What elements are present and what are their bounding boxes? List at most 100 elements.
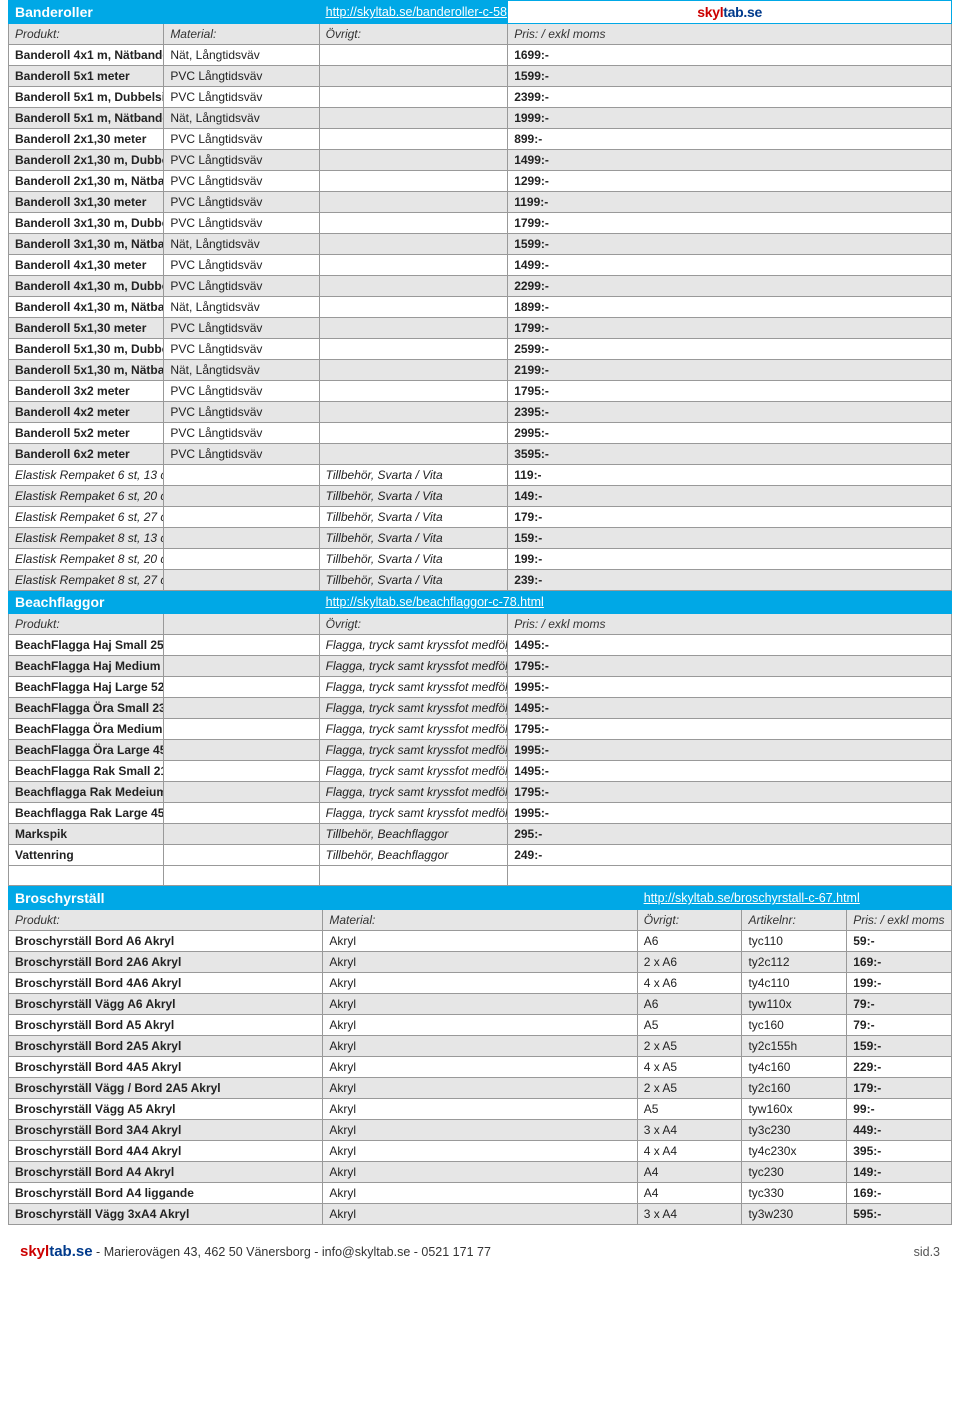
ovrigt-cell: A4	[637, 1183, 742, 1204]
product-cell: Broschyrställ Vägg A6 Akryl	[9, 994, 323, 1015]
product-cell: Broschyrställ Bord 4A4 Akryl	[9, 1141, 323, 1162]
artikelnr-cell: tyw160x	[742, 1099, 847, 1120]
product-cell: Banderoll 4x1,30 m, Nätbanderoll	[9, 297, 164, 318]
material-cell: PVC Långtidsväv	[164, 171, 319, 192]
product-cell: Banderoll 2x1,30 m, Nätbanderoll	[9, 171, 164, 192]
ovrigt-cell: 2 x A5	[637, 1036, 742, 1057]
artikelnr-cell: ty3c230	[742, 1120, 847, 1141]
section-url-broschyr[interactable]: http://skyltab.se/broschyrstall-c-67.htm…	[637, 887, 951, 910]
price-cell: 159:-	[508, 528, 952, 549]
material-cell: Nät, Långtidsväv	[164, 45, 319, 66]
price-cell: 2199:-	[508, 360, 952, 381]
ovrigt-cell: 3 x A4	[637, 1204, 742, 1225]
price-cell: 3595:-	[508, 444, 952, 465]
material-cell: Nät, Långtidsväv	[164, 297, 319, 318]
material-cell: PVC Långtidsväv	[164, 66, 319, 87]
ovrigt-cell: Tillbehör, Svarta / Vita	[319, 486, 508, 507]
artikelnr-cell: ty2c112	[742, 952, 847, 973]
page-number: sid.3	[914, 1245, 940, 1259]
section-url-banderoller[interactable]: http://skyltab.se/banderoller-c-58.html	[319, 1, 508, 24]
price-cell: 1299:-	[508, 171, 952, 192]
price-cell: 1499:-	[508, 255, 952, 276]
ovrigt-cell	[319, 129, 508, 150]
material-cell	[164, 549, 319, 570]
price-cell: 239:-	[508, 570, 952, 591]
ovrigt-cell: A6	[637, 994, 742, 1015]
material-cell: Akryl	[323, 952, 637, 973]
material-cell: PVC Långtidsväv	[164, 276, 319, 297]
section-url-beachflaggor[interactable]: http://skyltab.se/beachflaggor-c-78.html	[319, 591, 951, 614]
product-cell: Banderoll 5x1 m, Dubbelsidigt	[9, 87, 164, 108]
product-cell: Broschyrställ Bord A6 Akryl	[9, 931, 323, 952]
price-cell: 249:-	[508, 845, 952, 866]
ovrigt-cell: Flagga, tryck samt kryssfot medföljer	[319, 740, 508, 761]
ovrigt-cell: A5	[637, 1099, 742, 1120]
price-cell: 1199:-	[508, 192, 952, 213]
price-cell: 1599:-	[508, 66, 952, 87]
product-cell: Banderoll 3x1,30 m, Nätbanderoll	[9, 234, 164, 255]
artikelnr-cell: tyc230	[742, 1162, 847, 1183]
price-cell: 2599:-	[508, 339, 952, 360]
artikelnr-cell: tyw110x	[742, 994, 847, 1015]
ovrigt-cell	[319, 381, 508, 402]
ovrigt-cell	[319, 87, 508, 108]
product-cell: Broschyrställ Bord A5 Akryl	[9, 1015, 323, 1036]
ovrigt-cell	[319, 192, 508, 213]
section-title-broschyr: Broschyrställ	[9, 887, 638, 910]
price-cell: 229:-	[847, 1057, 952, 1078]
col-pris: Pris: / exkl moms	[508, 614, 952, 635]
product-cell: Broschyrställ Bord 4A5 Akryl	[9, 1057, 323, 1078]
material-cell: PVC Långtidsväv	[164, 318, 319, 339]
ovrigt-cell: Flagga, tryck samt kryssfot medföljer	[319, 782, 508, 803]
product-cell: BeachFlagga Haj Large 520 cm	[9, 677, 164, 698]
price-cell: 1995:-	[508, 803, 952, 824]
col-ovrigt: Övrigt:	[319, 24, 508, 45]
product-cell: Beachflagga Rak Medeium 300 cm	[9, 782, 164, 803]
ovrigt-cell: Flagga, tryck samt kryssfot medföljer	[319, 698, 508, 719]
price-cell: 199:-	[847, 973, 952, 994]
col-material: Material:	[323, 910, 637, 931]
material-cell: Akryl	[323, 931, 637, 952]
product-cell: Banderoll 5x1 m, Nätbanderoll	[9, 108, 164, 129]
material-cell: Akryl	[323, 1120, 637, 1141]
material-cell	[164, 528, 319, 549]
material-cell: PVC Långtidsväv	[164, 381, 319, 402]
product-cell: Broschyrställ Vägg 3xA4 Akryl	[9, 1204, 323, 1225]
ovrigt-cell: A5	[637, 1015, 742, 1036]
product-cell: Broschyrställ Bord A4 liggande	[9, 1183, 323, 1204]
logo: skyltab.se	[508, 1, 952, 24]
material-cell	[164, 656, 319, 677]
ovrigt-cell: Flagga, tryck samt kryssfot medföljer	[319, 635, 508, 656]
price-cell: 59:-	[847, 931, 952, 952]
artikelnr-cell: ty4c110	[742, 973, 847, 994]
material-cell: PVC Långtidsväv	[164, 192, 319, 213]
product-cell: Vattenring	[9, 845, 164, 866]
ovrigt-cell: Flagga, tryck samt kryssfot medföljer	[319, 761, 508, 782]
price-cell: 149:-	[508, 486, 952, 507]
material-cell	[164, 698, 319, 719]
material-cell: Akryl	[323, 1141, 637, 1162]
ovrigt-cell	[319, 444, 508, 465]
product-cell: Banderoll 2x1,30 m, Dubbelsidigt	[9, 150, 164, 171]
price-cell: 1799:-	[508, 213, 952, 234]
price-cell: 1795:-	[508, 719, 952, 740]
ovrigt-cell	[319, 360, 508, 381]
price-cell: 149:-	[847, 1162, 952, 1183]
col-empty	[164, 614, 319, 635]
price-cell: 119:-	[508, 465, 952, 486]
price-cell: 2995:-	[508, 423, 952, 444]
product-cell: Broschyrställ Bord 4A6 Akryl	[9, 973, 323, 994]
price-cell: 1699:-	[508, 45, 952, 66]
ovrigt-cell: Tillbehör, Svarta / Vita	[319, 528, 508, 549]
price-cell: 169:-	[847, 1183, 952, 1204]
ovrigt-cell: Tillbehör, Beachflaggor	[319, 845, 508, 866]
price-cell: 159:-	[847, 1036, 952, 1057]
price-cell: 2395:-	[508, 402, 952, 423]
price-cell: 1599:-	[508, 234, 952, 255]
price-cell: 1499:-	[508, 150, 952, 171]
material-cell: Akryl	[323, 1162, 637, 1183]
product-cell: Markspik	[9, 824, 164, 845]
artikelnr-cell: ty4c160	[742, 1057, 847, 1078]
ovrigt-cell: A6	[637, 931, 742, 952]
price-cell: 1999:-	[508, 108, 952, 129]
